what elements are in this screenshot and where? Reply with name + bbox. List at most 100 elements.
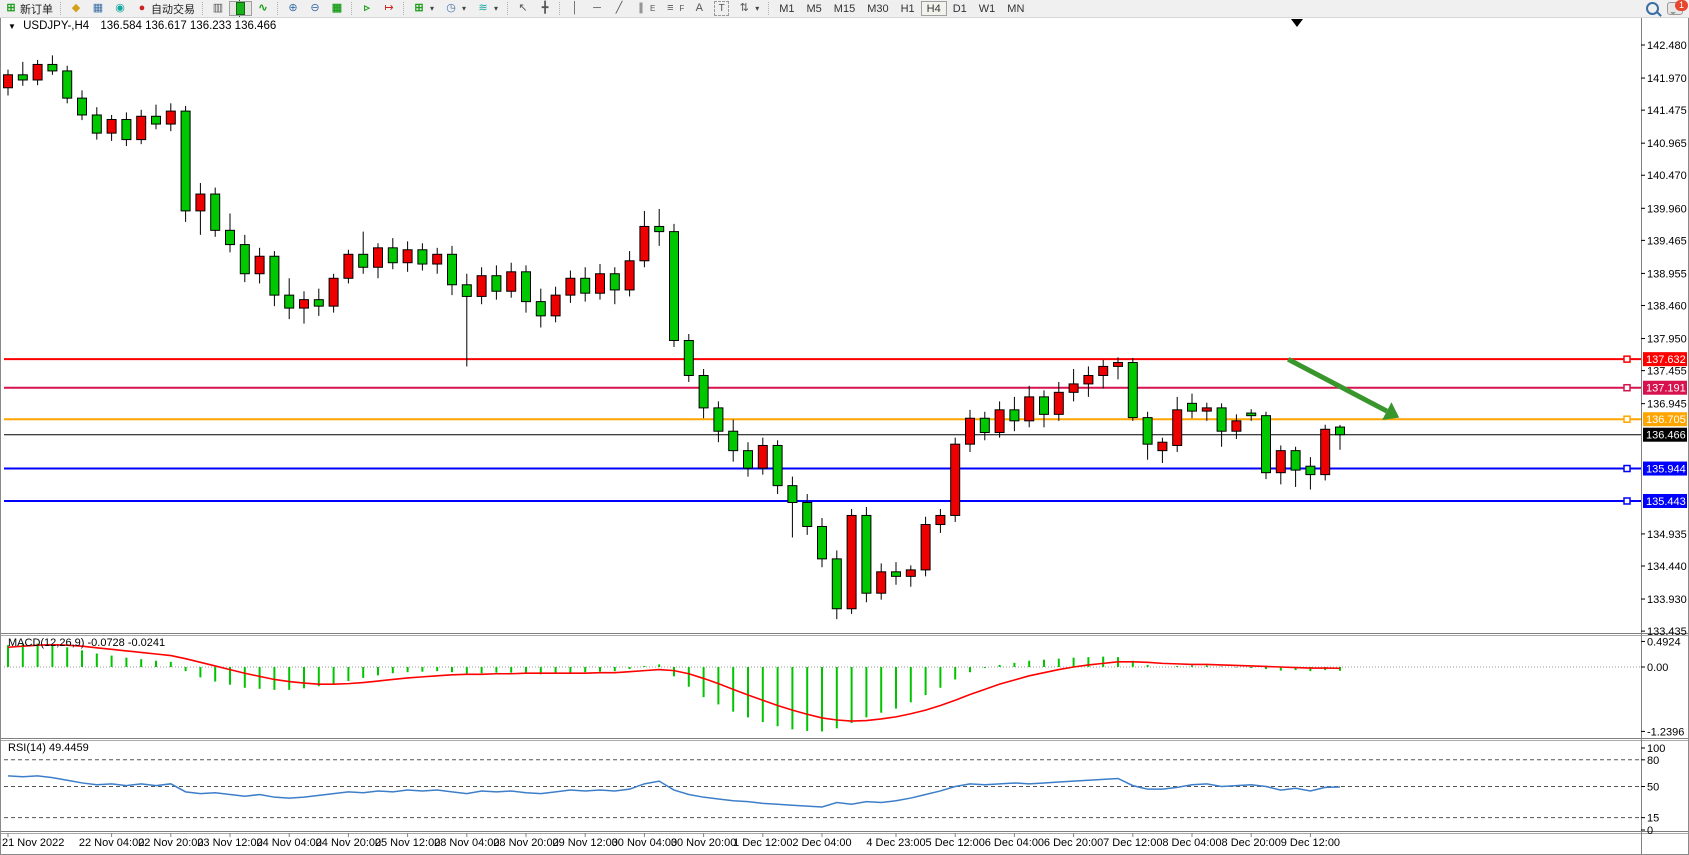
toolbar-separator <box>559 2 561 15</box>
autotrading-button[interactable]: ● 自动交易 <box>131 1 199 16</box>
timeframe-h1-button[interactable]: H1 <box>894 1 921 16</box>
price-axis[interactable]: 142.480 141.970 141.475 140.965 140.470 139.9… <box>1641 40 1687 638</box>
timeframe-m1-button[interactable]: M1 <box>773 1 801 16</box>
timeframe-h4-button[interactable]: H4 <box>920 1 947 16</box>
svg-text:2 Dec 04:00: 2 Dec 04:00 <box>792 837 851 849</box>
timeframe-m15-button[interactable]: M15 <box>827 1 862 16</box>
svg-text:24 Nov 04:00: 24 Nov 04:00 <box>256 837 321 849</box>
svg-text:6 Dec 20:00: 6 Dec 20:00 <box>1044 837 1103 849</box>
svg-text:133.930: 133.930 <box>1647 594 1687 606</box>
svg-text:28 Nov 20:00: 28 Nov 20:00 <box>493 837 558 849</box>
new-order-button[interactable]: ⊞ 新订单 <box>0 1 57 16</box>
toolbar-separator <box>507 2 509 15</box>
svg-text:137.632: 137.632 <box>1646 354 1686 366</box>
chart-symbol-period: USDJPY-,H4 <box>23 20 90 32</box>
zoom-out-button[interactable]: ⊖ <box>304 1 326 16</box>
rsi-value: 49.4459 <box>48 742 89 754</box>
tile-windows-icon: ▦ <box>331 2 343 14</box>
zoom-in-icon: ⊕ <box>288 2 298 14</box>
indicators-icon: ≋ <box>478 2 488 14</box>
rsi-indicator-label: RSI(14) 49.4459 <box>8 742 89 754</box>
chevron-down-icon: ▾ <box>755 4 760 13</box>
chart-shift-button[interactable]: ↦ <box>378 1 400 16</box>
svg-text:134.935: 134.935 <box>1647 529 1687 541</box>
candles <box>3 55 1345 620</box>
bar-chart-button[interactable]: ▥ <box>207 1 229 16</box>
horizontal-line-tool-button[interactable]: ─ <box>586 1 608 16</box>
quotes-icon: ◆ <box>71 2 81 14</box>
svg-text:138.460: 138.460 <box>1647 300 1687 312</box>
timeframe-w1-button[interactable]: W1 <box>972 1 1002 16</box>
timeframe-mn-button[interactable]: MN <box>1001 1 1031 16</box>
fibonacci-tool-button[interactable]: ≡ F <box>659 1 688 16</box>
toolbar-separator <box>403 2 405 15</box>
zoom-in-button[interactable]: ⊕ <box>282 1 304 16</box>
arrows-tool-dropdown[interactable]: ⇅ ▾ <box>733 1 765 16</box>
signals-button[interactable]: ◉ <box>109 1 131 16</box>
chart-ohlc-values: 136.584 136.617 136.233 136.466 <box>100 20 277 32</box>
profiles-dropdown[interactable]: ◷ ▾ <box>440 1 472 16</box>
rsi-name: RSI(14) <box>8 742 46 754</box>
chat-icon[interactable]: 1 <box>1667 0 1688 15</box>
svg-text:8 Dec 04:00: 8 Dec 04:00 <box>1162 837 1221 849</box>
svg-text:21 Nov 2022: 21 Nov 2022 <box>2 837 64 849</box>
tile-windows-button[interactable]: ▦ <box>326 1 348 16</box>
chart-shift-marker[interactable] <box>1291 19 1303 27</box>
macd-panel: 0.4924 0.00 -1.2396 <box>4 636 1684 738</box>
svg-text:136.705: 136.705 <box>1646 414 1686 426</box>
channel-tool-button[interactable]: ∥ E <box>630 1 659 16</box>
new-chart-dropdown[interactable]: ⊞ ▾ <box>408 1 440 16</box>
macd-indicator-label: MACD(12,26,9) -0.0728 -0.0241 <box>8 637 165 649</box>
text-label-tool-button[interactable]: T <box>710 1 733 16</box>
horizontal-line-icon: ─ <box>593 2 601 14</box>
timeframe-d1-button[interactable]: D1 <box>946 1 973 16</box>
fibonacci-icon: ≡ <box>667 2 674 14</box>
price-lines[interactable]: 137.632 137.191 136.705 136.466 135.944 135.4… <box>4 352 1687 508</box>
candlestick-chart-button[interactable] <box>229 0 252 17</box>
svg-text:29 Nov 12:00: 29 Nov 12:00 <box>552 837 617 849</box>
svg-text:140.470: 140.470 <box>1647 170 1687 182</box>
svg-text:28 Nov 04:00: 28 Nov 04:00 <box>434 837 499 849</box>
arrows-tool-icon: ⇅ <box>739 2 749 14</box>
collapse-chart-icon[interactable]: ▼ <box>8 22 16 31</box>
indicators-dropdown[interactable]: ≋ ▾ <box>472 1 504 16</box>
cursor-icon: ↖ <box>518 2 528 14</box>
svg-text:15: 15 <box>1647 813 1659 825</box>
data-window-button[interactable]: ▦ <box>87 1 109 16</box>
market-quotes-button[interactable]: ◆ <box>65 1 87 16</box>
trend-arrow-annotation[interactable] <box>1287 357 1400 420</box>
macd-name: MACD(12,26,9) <box>8 637 85 649</box>
svg-text:8 Dec 20:00: 8 Dec 20:00 <box>1222 837 1281 849</box>
trendline-tool-button[interactable]: ╱ <box>608 1 630 16</box>
line-chart-icon: ∿ <box>258 2 268 14</box>
timeframe-m30-button[interactable]: M30 <box>861 1 895 16</box>
svg-text:139.465: 139.465 <box>1647 235 1687 247</box>
timeframe-m5-button[interactable]: M5 <box>800 1 828 16</box>
chevron-down-icon: ▾ <box>493 4 498 13</box>
svg-text:137.455: 137.455 <box>1647 366 1687 378</box>
svg-text:30 Nov 20:00: 30 Nov 20:00 <box>671 837 736 849</box>
svg-text:22 Nov 04:00: 22 Nov 04:00 <box>79 837 144 849</box>
svg-text:25 Nov 12:00: 25 Nov 12:00 <box>375 837 440 849</box>
crosshair-tool-button[interactable]: ╋ <box>534 1 556 16</box>
profiles-clock-icon: ◷ <box>446 2 456 14</box>
auto-scroll-button[interactable]: ▹ <box>356 1 378 16</box>
text-tool-button[interactable]: A <box>688 1 710 16</box>
chart-shift-icon: ↦ <box>384 2 394 14</box>
cursor-tool-button[interactable]: ↖ <box>512 1 534 16</box>
crosshair-icon: ╋ <box>541 2 549 14</box>
text-tool-icon: A <box>695 2 703 14</box>
toolbar: ⊞ 新订单 ◆ ▦ ◉ ● 自动交易 ▥ ∿ ⊕ ⊖ ▦ ▹ ↦ ⊞ ▾ <box>0 0 1689 18</box>
candlestick-chart-icon <box>236 0 245 17</box>
search-icon[interactable] <box>1646 2 1659 15</box>
svg-text:24 Nov 20:00: 24 Nov 20:00 <box>316 837 381 849</box>
svg-text:0.00: 0.00 <box>1647 662 1668 674</box>
new-order-icon: ⊞ <box>6 2 16 14</box>
line-chart-button[interactable]: ∿ <box>252 1 274 16</box>
svg-text:136.945: 136.945 <box>1647 399 1687 411</box>
vertical-line-tool-button[interactable]: │ <box>564 1 586 16</box>
fibo-sub-label: F <box>679 4 685 13</box>
svg-text:139.960: 139.960 <box>1647 203 1687 215</box>
